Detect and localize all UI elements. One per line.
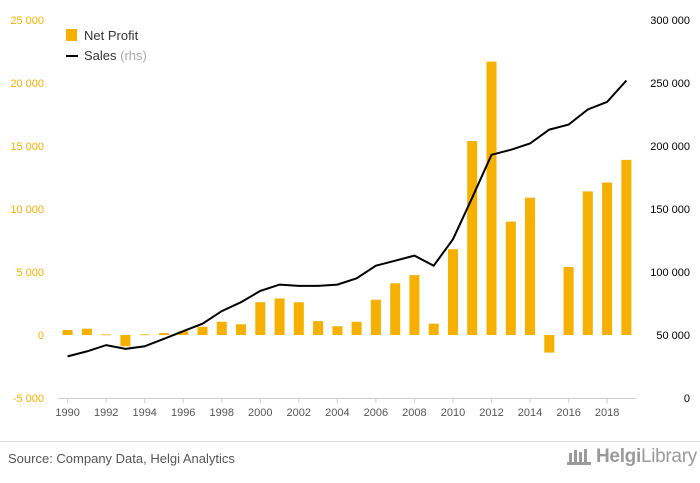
y-left-tick-label: 15 000 [10, 141, 44, 153]
y-right-tick-label: 250 000 [650, 78, 690, 90]
y-right-tick-label: 150 000 [650, 204, 690, 216]
x-tick-label: 2000 [248, 407, 272, 419]
legend-label-net-profit: Net Profit [84, 28, 139, 43]
bar-net-profit-1999 [236, 324, 246, 335]
helgi-library-logo: HelgiLibrary [566, 446, 697, 468]
bar-net-profit-1997 [197, 326, 208, 335]
bar-net-profit-1994 [139, 334, 150, 336]
x-tick-label: 2016 [556, 407, 580, 419]
bar-net-profit-2001 [274, 298, 285, 335]
bar-net-profit-2010 [448, 249, 458, 335]
y-left-tick-label: 10 000 [10, 204, 44, 216]
footer-divider [0, 441, 700, 442]
bar-net-profit-2016 [563, 267, 574, 335]
bar-net-profit-1992 [101, 334, 112, 336]
bar-net-profit-2008 [409, 275, 420, 335]
y-right-tick-label: 200 000 [650, 141, 690, 153]
bar-net-profit-2014 [525, 197, 535, 335]
legend: Net Profit Sales (rhs) [66, 28, 147, 63]
bar-net-profit-2005 [351, 321, 362, 335]
bar-net-profit-1990 [62, 330, 73, 335]
legend-swatch-net-profit [66, 29, 77, 41]
y-right-tick-label: 300 000 [650, 15, 690, 27]
bar-net-profit-1995 [159, 333, 169, 335]
sales-line [67, 79, 628, 358]
x-tick-label: 2018 [595, 407, 619, 419]
y-right-tick-label: 100 000 [650, 267, 690, 279]
bar-net-profit-2012 [486, 61, 497, 335]
bar-net-profit-2011 [467, 141, 478, 335]
legend-label-sales-suffix: (rhs) [117, 48, 147, 63]
bar-net-profit-2003 [313, 321, 324, 335]
logo-prefix: Helgi [596, 446, 641, 467]
y-left-axis: -5 000 0 5 000 10 000 15 000 20 000 25 000 [10, 15, 44, 405]
chart-canvas: -5 000 0 5 000 10 000 15 000 20 000 25 000 0 50… [10, 15, 690, 419]
y-left-tick-label: 5 000 [16, 267, 44, 279]
legend-label-sales: Sales (rhs) [84, 48, 147, 63]
x-tick-label: 1996 [171, 407, 195, 419]
x-tick-label: 2002 [287, 407, 311, 419]
y-left-tick-label: 0 [38, 330, 44, 342]
source-note: Source: Company Data, Helgi Analytics [8, 451, 235, 466]
bar-net-profit-2019 [621, 159, 632, 335]
bar-net-profit-2015 [544, 335, 555, 353]
logo-suffix: Library [640, 446, 697, 467]
x-tick-label: 1994 [132, 407, 156, 419]
y-left-tick-label: -5 000 [13, 393, 44, 405]
y-right-axis: 0 50 000 100 000 150 000 200 000 250 000 300 0… [650, 15, 690, 405]
x-tick-label: 2004 [325, 407, 349, 419]
bar-net-profit-1998 [216, 321, 227, 335]
bar-net-profit-2013 [505, 221, 516, 335]
bar-net-profit-2017 [582, 191, 593, 335]
y-left-tick-label: 20 000 [10, 78, 44, 90]
bar-net-profit-1993 [120, 335, 131, 347]
x-tick-label: 1992 [94, 407, 118, 419]
y-right-tick-label: 0 [684, 393, 690, 405]
x-tick-label: 2008 [402, 407, 426, 419]
x-tick-label: 2010 [441, 407, 465, 419]
library-icon [567, 449, 591, 465]
x-axis: 1990 1992 1994 1996 1998 2000 2002 2004 2006 2008… [55, 398, 619, 419]
x-tick-label: 1990 [55, 407, 79, 419]
bar-net-profit-2018 [602, 182, 613, 335]
bar-net-profit-2002 [293, 302, 304, 335]
bar-net-profit-2000 [255, 302, 266, 335]
bar-net-profit-2006 [370, 299, 381, 335]
x-tick-label: 1998 [210, 407, 234, 419]
net-profit-bars [62, 61, 632, 353]
x-tick-label: 2014 [518, 407, 542, 419]
bar-net-profit-1991 [81, 328, 92, 335]
x-tick-label: 2006 [364, 407, 388, 419]
x-tick-label: 2012 [479, 407, 503, 419]
y-left-tick-label: 25 000 [10, 15, 44, 27]
bar-net-profit-2004 [332, 326, 343, 335]
bar-net-profit-1996 [178, 331, 189, 335]
bar-net-profit-2007 [390, 283, 401, 335]
bar-net-profit-2009 [428, 323, 439, 335]
y-right-tick-label: 50 000 [656, 330, 690, 342]
